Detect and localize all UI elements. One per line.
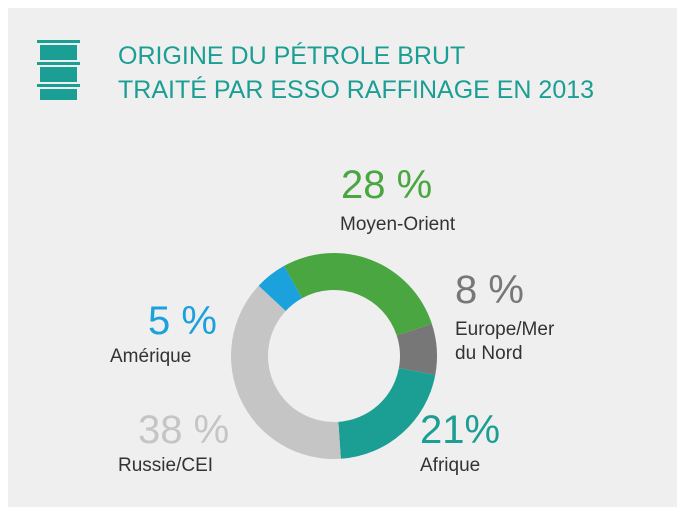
value-label: 21%	[420, 408, 501, 452]
value-label: 5 %	[148, 299, 217, 343]
value-label: 38 %	[138, 408, 230, 452]
category-label: Russie/CEI	[118, 455, 214, 476]
category-label: Europe/Mer du Nord	[455, 319, 555, 364]
value-label: 28 %	[341, 163, 433, 207]
category-label: Amérique	[110, 346, 192, 367]
category-label: Moyen-Orient	[340, 214, 456, 235]
chart-title: ORIGINE DU PÉTROLE BRUT	[118, 42, 466, 70]
chart-title: TRAITÉ PAR ESSO RAFFINAGE EN 2013	[118, 76, 595, 104]
donut-segment	[258, 265, 303, 311]
category-label: Afrique	[420, 455, 481, 476]
value-label: 8 %	[455, 268, 524, 312]
barrel-icon	[37, 40, 80, 100]
donut-segment	[284, 253, 432, 336]
donut-segment	[338, 368, 436, 459]
donut-segment	[231, 285, 341, 459]
donut-segment	[396, 323, 437, 375]
